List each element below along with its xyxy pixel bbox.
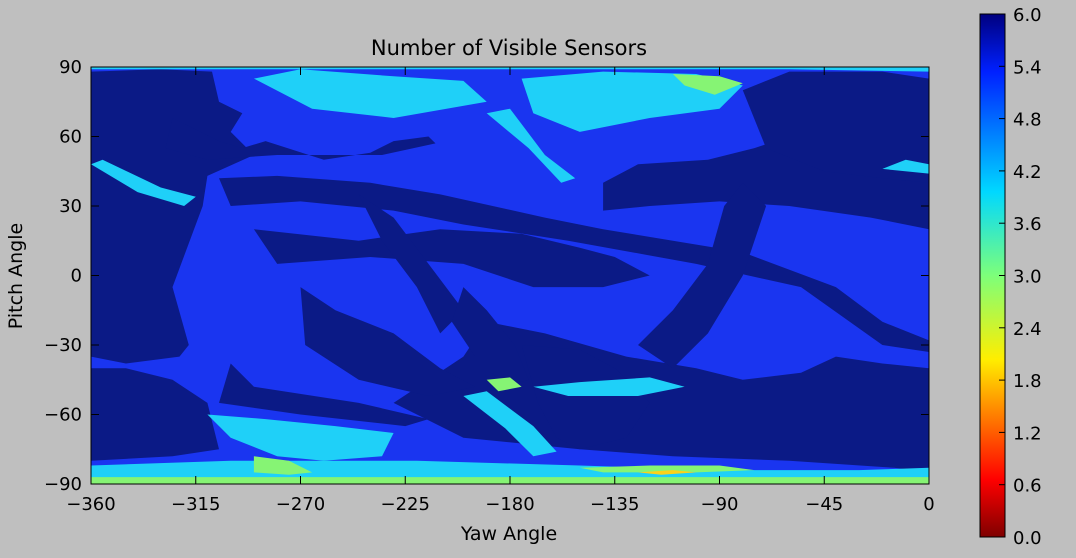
heatmap-region-level-3	[672, 74, 743, 95]
y-tick-label: −30	[44, 335, 82, 356]
chart-title: Number of Visible Sensors	[371, 36, 647, 60]
colorbar-tick-label: 6.0	[1013, 5, 1042, 26]
heatmap-region-level-4	[533, 377, 685, 396]
colorbar-tick-label: 5.4	[1013, 57, 1042, 78]
colorbar-tick-label: 2.4	[1013, 319, 1042, 340]
heatmap-region-level-3	[579, 465, 755, 473]
x-tick-label: −180	[485, 494, 534, 515]
x-tick-label: −360	[66, 494, 115, 515]
x-tick-label: −225	[381, 494, 430, 515]
heatmap-region-level-6	[91, 368, 219, 461]
y-tick-label: −60	[44, 405, 82, 426]
colorbar-tick-label: 4.2	[1013, 162, 1042, 183]
y-axis-label: Pitch Angle	[5, 223, 27, 329]
y-tick-label: −90	[44, 474, 82, 495]
colorbar-ticks: 0.0 0.6 1.2 1.8 2.4 3.0 3.6 4.2 4.8 5.4 6.0	[999, 5, 1042, 549]
colorbar-tick-label: 4.8	[1013, 110, 1042, 131]
colorbar-tick-label: 1.8	[1013, 371, 1042, 392]
heatmap-region-level-6	[165, 118, 436, 160]
heatmap-region-level-4	[486, 108, 576, 183]
colorbar-tick-label: 3.0	[1013, 267, 1042, 288]
heatmap-region-level-6	[358, 194, 464, 334]
heatmap-region-level-6	[253, 229, 650, 288]
y-tick-label: 0	[71, 266, 82, 287]
heatmap-region-level-3	[253, 456, 313, 475]
heatmap-region-level-6	[219, 363, 429, 427]
x-axis: −360 −315 −270 −225 −180 −135 −90 −45 0	[66, 67, 935, 515]
colorbar-tick-label: 3.6	[1013, 214, 1042, 235]
heatmap-region-level-6	[451, 287, 529, 387]
heatmap-region-level-4	[463, 391, 557, 457]
colorbar-tick-label: 1.2	[1013, 423, 1042, 444]
heatmap-region-level-6	[521, 345, 650, 450]
x-tick-label: −315	[171, 494, 220, 515]
heatmap-region-level-4	[882, 159, 929, 174]
x-axis-label: Yaw Angle	[460, 523, 557, 545]
y-tick-label: 60	[59, 127, 82, 148]
heatmap-region-level-6	[219, 175, 929, 352]
heatmap-region-level-4	[207, 414, 394, 461]
x-tick-label: −45	[805, 494, 843, 515]
x-tick-label: −270	[276, 494, 325, 515]
x-tick-label: 0	[923, 494, 934, 515]
heatmap-region-level-3	[486, 377, 522, 392]
heatmap-region-level-4	[521, 71, 743, 132]
x-tick-label: −90	[701, 494, 739, 515]
y-tick-label: 90	[59, 57, 82, 78]
heatmap-region-level-6	[742, 71, 929, 183]
y-tick-label: 30	[59, 196, 82, 217]
heatmap-region-level-4	[91, 159, 196, 206]
heatmap-region-level-2	[638, 470, 697, 475]
x-tick-label: −135	[590, 494, 639, 515]
y-axis: −90 −60 −30 0 30 60 90	[44, 57, 929, 495]
heatmap-region-level-4	[253, 69, 487, 118]
colorbar-tick-label: 0.0	[1013, 528, 1042, 549]
heatmap-region-level-6	[300, 287, 476, 396]
colorbar-tick-label: 0.6	[1013, 476, 1042, 497]
heatmap-region-level-6	[638, 182, 767, 369]
